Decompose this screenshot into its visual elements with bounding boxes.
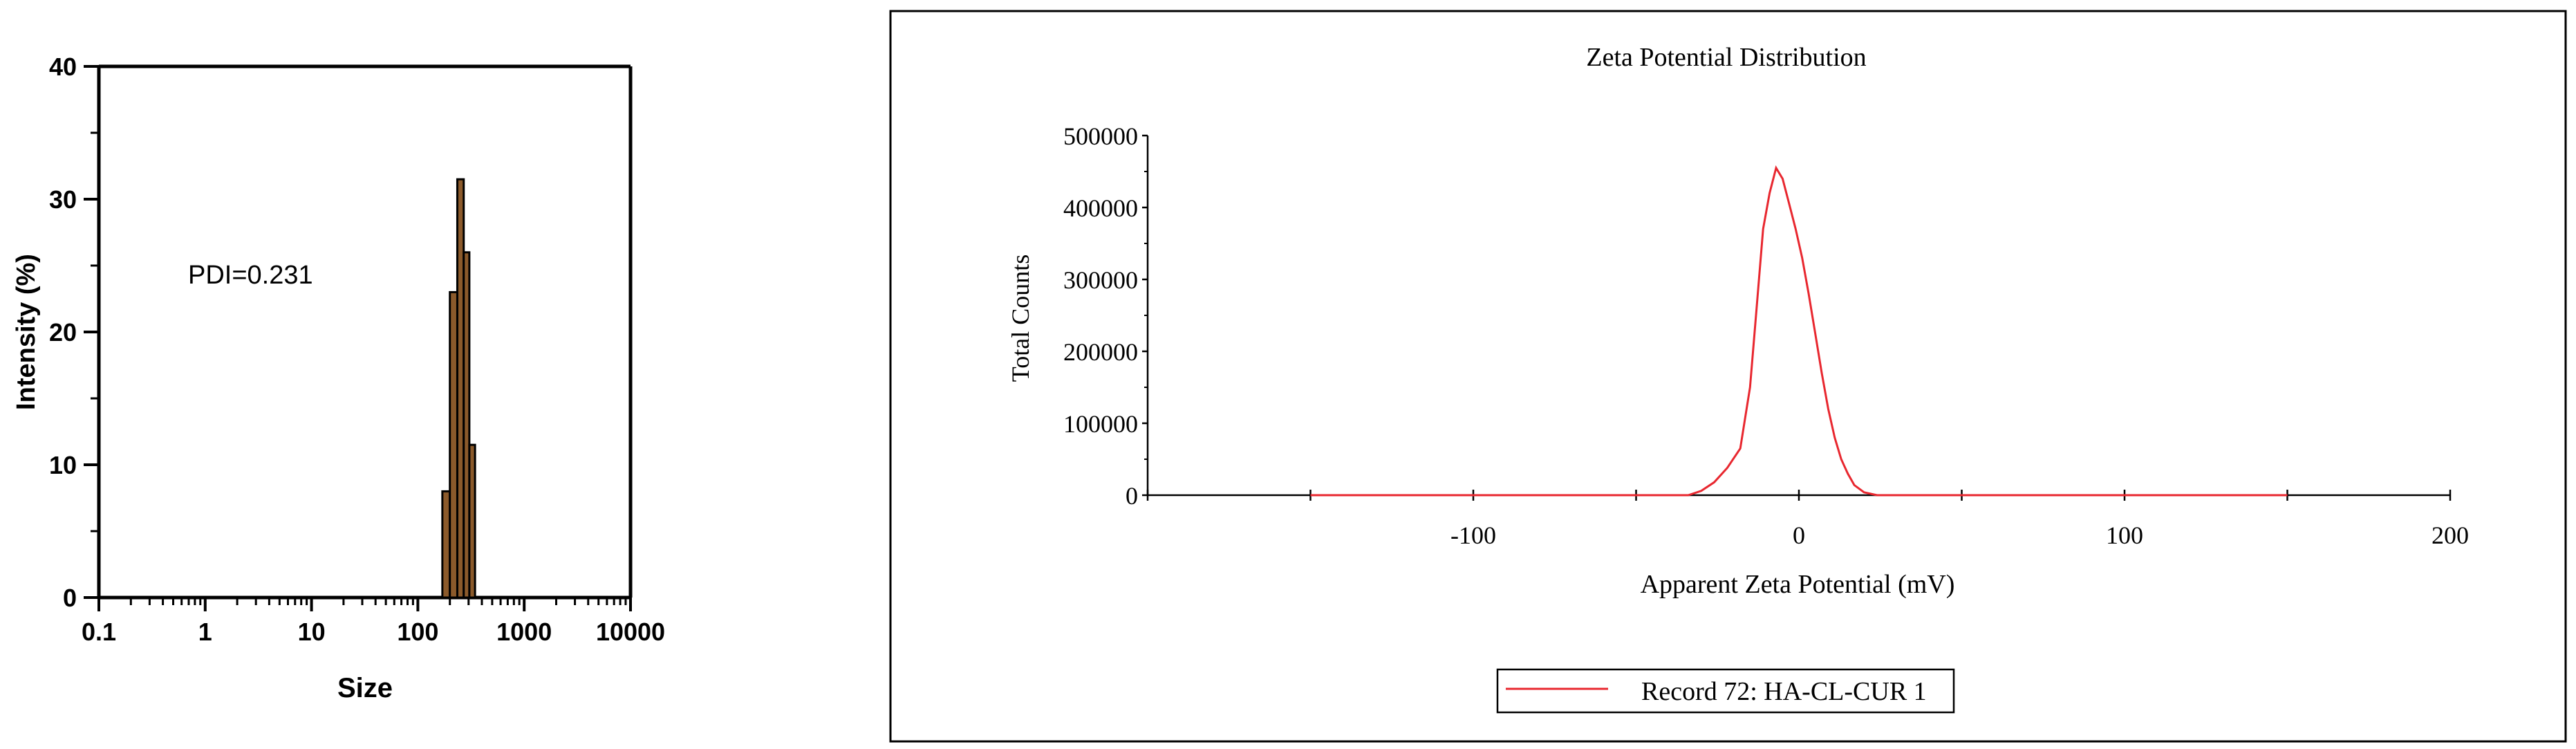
zeta-chart: Zeta Potential Distribution 010000020000…	[889, 10, 2567, 743]
zeta-series-line	[1310, 165, 2288, 497]
size-x-tick-label: 0.1	[82, 618, 116, 646]
size-y-ticks: 0 10 20 30 40	[49, 53, 99, 612]
size-chart: 0 10 20 30 40 0.1 1 10 100 1000 10000 PDI=0.231 S…	[12, 53, 665, 703]
zeta-legend: Record 72: HA-CL-CUR 1	[1496, 668, 1955, 714]
size-bars	[441, 178, 476, 599]
size-y-tick-label: 0	[63, 584, 77, 612]
size-x-ticks: 0.1 1 10 100 1000 10000	[82, 598, 665, 646]
size-x-tick-label: 100	[397, 618, 438, 646]
zeta-y-tick-label: 300000	[1063, 266, 1138, 294]
zeta-x-tick-label: 100	[2106, 521, 2143, 549]
size-x-axis-label: Size	[337, 673, 393, 703]
size-y-axis-label: Intensity (%)	[12, 254, 41, 410]
zeta-chart-title: Zeta Potential Distribution	[1586, 43, 1866, 72]
zeta-y-tick-label: 0	[1126, 482, 1138, 510]
size-x-tick-label: 1000	[496, 618, 552, 646]
zeta-x-axis-label: Apparent Zeta Potential (mV)	[1641, 570, 1955, 599]
zeta-x-tick-label: 200	[2432, 521, 2469, 549]
size-bar	[468, 443, 476, 599]
size-y-tick-label: 20	[49, 318, 77, 346]
zeta-x-ticks: -100 0 100 200	[1146, 490, 2469, 549]
zeta-y-tick-label: 100000	[1063, 410, 1138, 438]
zeta-x-tick-label: -100	[1450, 521, 1496, 549]
zeta-legend-label: Record 72: HA-CL-CUR 1	[1641, 677, 1927, 706]
zeta-y-ticks: 0 100000 200000 300000 400000 500000	[1063, 122, 1148, 510]
zeta-panel-border	[889, 10, 2567, 743]
size-x-tick-label: 10000	[596, 618, 665, 646]
size-y-tick-label: 30	[49, 185, 77, 214]
zeta-y-axis-label: Total Counts	[1007, 255, 1034, 382]
size-bar	[449, 290, 458, 599]
size-x-tick-label: 1	[198, 618, 212, 646]
size-plot-frame	[97, 64, 633, 600]
zeta-legend-box	[1496, 668, 1955, 714]
size-bar	[441, 490, 451, 599]
zeta-y-tick-label: 400000	[1063, 194, 1138, 222]
pdi-annotation: PDI=0.231	[188, 261, 313, 290]
zeta-y-tick-label: 200000	[1063, 338, 1138, 366]
size-x-tick-label: 10	[298, 618, 326, 646]
zeta-x-tick-label: 0	[1793, 521, 1805, 549]
size-y-tick-label: 10	[49, 451, 77, 479]
zeta-y-tick-label: 500000	[1063, 122, 1138, 150]
size-y-tick-label: 40	[49, 53, 77, 81]
size-bar	[463, 251, 471, 599]
